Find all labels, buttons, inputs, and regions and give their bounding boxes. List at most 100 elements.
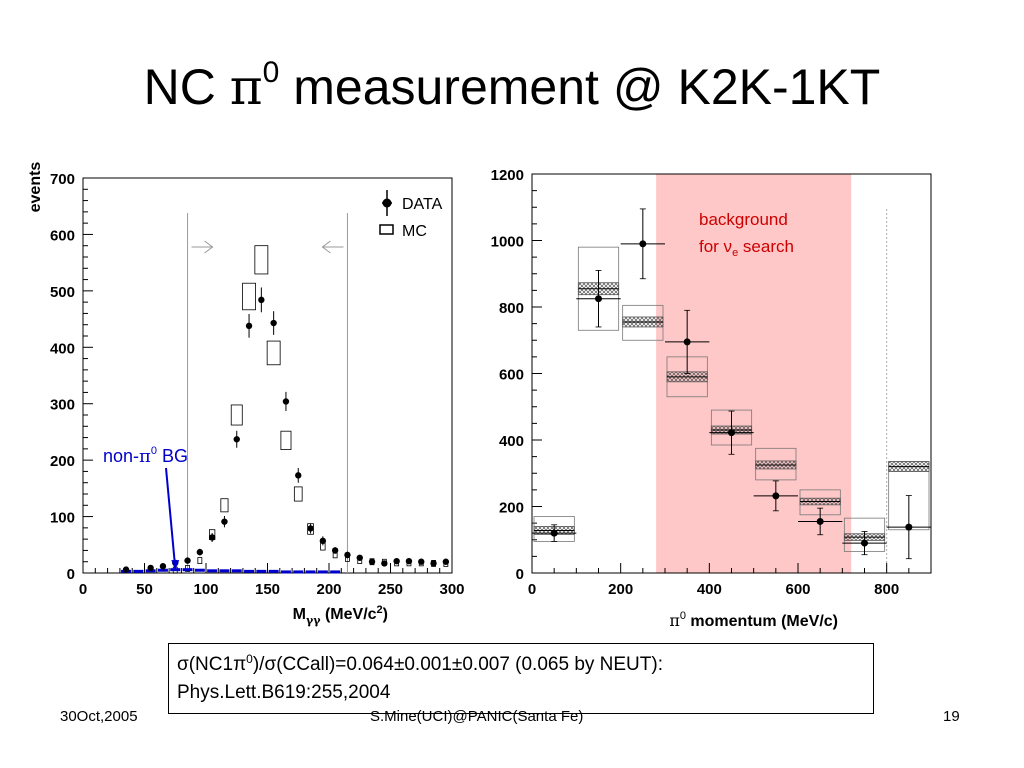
data-point [344, 551, 351, 559]
result-line-2: Phys.Lett.B619:255,2004 [177, 682, 391, 703]
bg-marker [305, 570, 316, 574]
data-point [319, 537, 327, 545]
x-tick-label: 0 [79, 581, 87, 598]
bg-marker [268, 569, 279, 573]
result-text-a: σ(NC1π [177, 654, 247, 675]
data-point [639, 240, 647, 248]
mc-box [230, 404, 243, 426]
bg-marker [219, 569, 230, 573]
bg-marker [207, 569, 218, 573]
legend-mc-marker [379, 224, 394, 235]
y-tick-label: 0 [67, 566, 75, 583]
x-tick-label: 600 [785, 581, 810, 598]
data-point [405, 557, 413, 565]
x-axis-label: Mγγ (MeV/c2) [293, 604, 388, 627]
title-superscript: 0 [262, 56, 280, 89]
bg-marker [231, 569, 242, 573]
data-point [816, 517, 824, 525]
data-point [282, 398, 290, 405]
annotation-arrow [165, 467, 177, 569]
data-point [233, 436, 240, 443]
y-tick-label: 500 [50, 284, 75, 301]
bg-marker [157, 568, 168, 572]
result-line-1: σ(NC1π0)/σ(CCall)=0.064±0.001±0.007 (0.0… [177, 651, 865, 679]
mc-box [266, 340, 281, 366]
data-point [122, 566, 130, 573]
data-point [295, 472, 302, 479]
x-tick-label: 150 [255, 581, 280, 598]
bg-marker [280, 570, 291, 574]
legend-mc-label: MC [402, 223, 427, 240]
bg-marker [194, 568, 205, 572]
y-tick-label: 200 [50, 453, 75, 470]
data-point [381, 560, 388, 567]
y-tick-label: 300 [50, 397, 75, 414]
cut-arrow-left [321, 240, 344, 254]
data-point [356, 554, 363, 561]
data-point [683, 338, 691, 346]
plots-canvas: 0 100 200 300 400 500 600 700 0 50 100 150 200 250 300… [27, 162, 932, 630]
annotation-arrow-head [171, 560, 180, 571]
mc-box [197, 557, 203, 564]
mgg-histogram: 0 100 200 300 400 500 600 700 0 50 100 150 200 250 300… [27, 162, 465, 627]
data-point [208, 534, 216, 541]
bg-marker [133, 569, 144, 573]
non-pi0-bg-label: non-π0 BG [103, 445, 188, 467]
data-point [147, 564, 154, 572]
title-pi-symbol: π [229, 58, 263, 116]
x-tick-label: 300 [439, 581, 464, 598]
title-prefix: NC [143, 59, 230, 115]
result-text-b: )/σ(CCall)=0.064±0.001±0.007 (0.065 by N… [252, 654, 663, 675]
mc-box [242, 282, 256, 311]
data-point [307, 525, 314, 532]
y-tick-label: 0 [516, 566, 524, 583]
data-point [418, 558, 425, 565]
data-point [430, 560, 437, 567]
bg-marker [317, 570, 328, 574]
data-point [905, 523, 913, 531]
mc-box [220, 498, 229, 513]
y-tick-label: 1200 [491, 167, 524, 184]
band-label-line1: background [699, 210, 788, 229]
y-tick-label: 1000 [491, 234, 524, 251]
legend-data-marker [382, 198, 392, 208]
y-tick-label: 600 [499, 367, 524, 384]
band-label-line2: for νe search [699, 237, 794, 259]
data-point [245, 322, 253, 330]
y-tick-label: 200 [499, 500, 524, 517]
x-tick-label: 250 [378, 581, 403, 598]
mc-box [254, 245, 269, 275]
data-point [221, 518, 228, 525]
data-point [442, 558, 450, 565]
title-suffix: measurement @ K2K-1KT [279, 59, 881, 115]
bg-marker [293, 570, 304, 574]
x-tick-label: 100 [193, 581, 218, 598]
x-tick-label: 400 [697, 581, 722, 598]
x-tick-label: 0 [528, 581, 536, 598]
data-point [331, 547, 339, 554]
y-tick-label: 600 [50, 227, 75, 244]
bg-marker [244, 569, 255, 573]
bg-marker [256, 569, 267, 573]
data-point [393, 557, 400, 565]
data-point [270, 319, 277, 327]
data-point [184, 557, 191, 564]
y-tick-label: 100 [50, 510, 75, 527]
x-axis-label: π0 momentum (MeV/c) [669, 610, 838, 630]
y-tick-label: 700 [50, 171, 75, 188]
legend-data-label: DATA [402, 196, 443, 213]
data-point [861, 539, 868, 547]
plot-frame [82, 177, 453, 574]
data-point [728, 429, 735, 437]
data-point [595, 295, 602, 303]
x-tick-label: 800 [874, 581, 899, 598]
x-tick-label: 200 [316, 581, 341, 598]
mc-box [280, 430, 292, 450]
data-point [368, 558, 376, 565]
x-tick-label: 200 [608, 581, 633, 598]
y-tick-label: 400 [499, 433, 524, 450]
data-point [159, 563, 167, 570]
cut-arrow-right [191, 240, 214, 254]
y-tick-label: 800 [499, 300, 524, 317]
footer-page-number: 19 [943, 708, 960, 725]
